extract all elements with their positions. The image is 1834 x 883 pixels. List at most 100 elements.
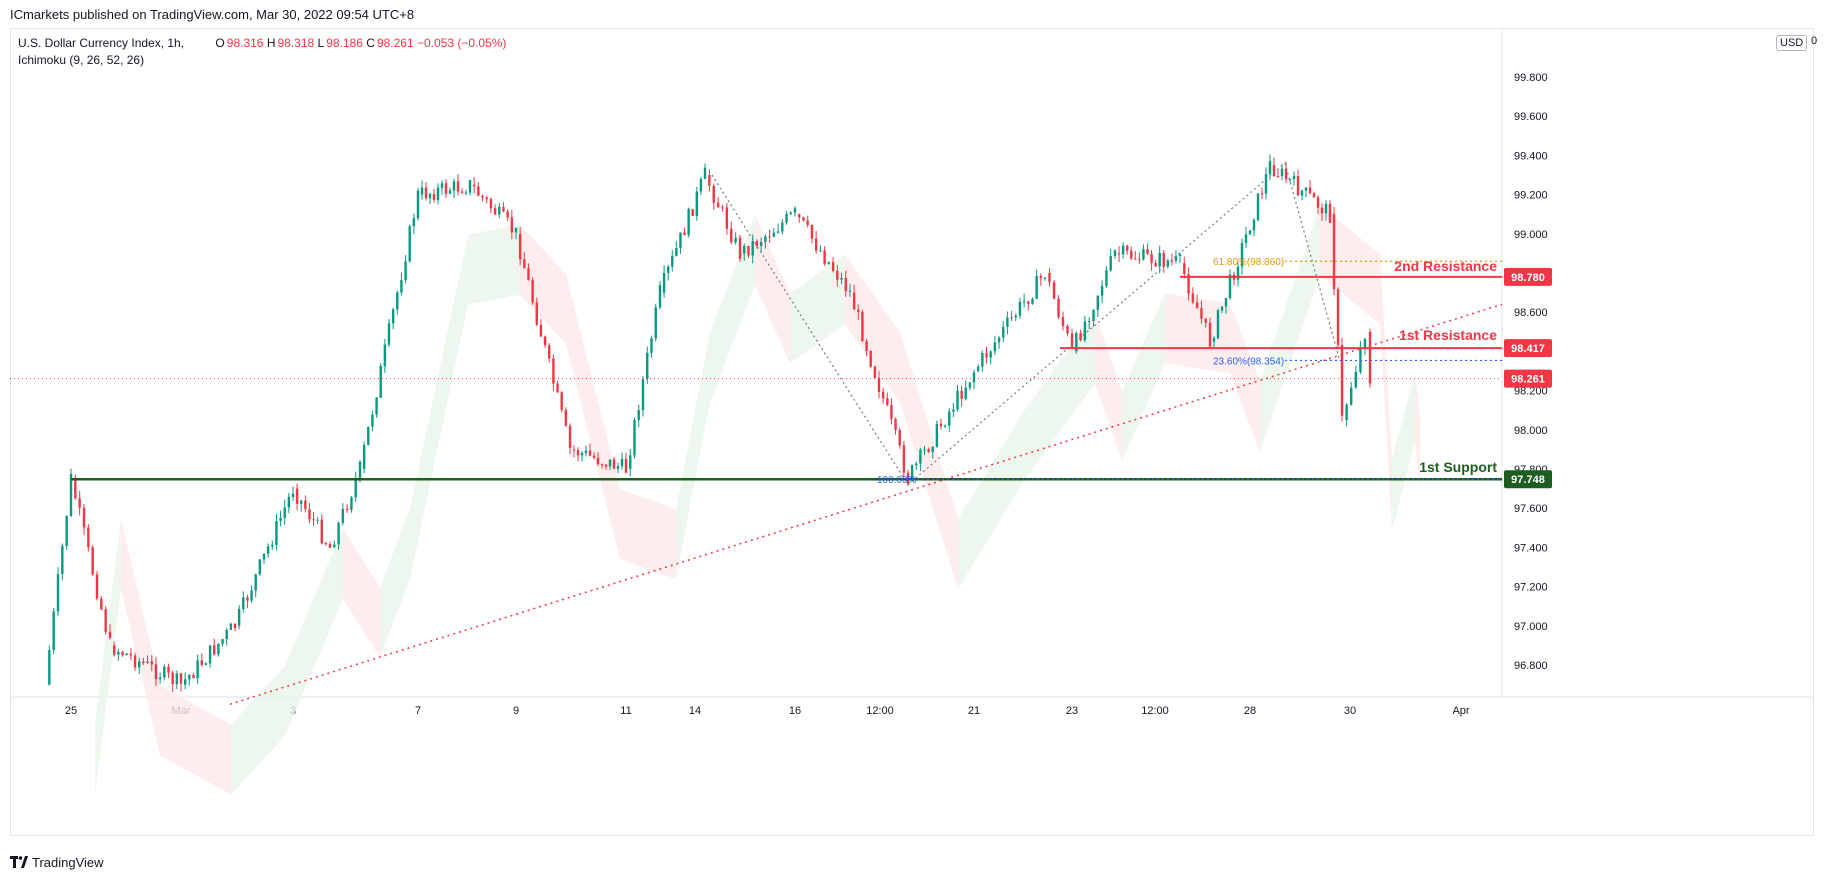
candle-body [408, 226, 411, 262]
candle-body [100, 598, 103, 610]
candle-body [78, 498, 81, 508]
candle-body [1220, 306, 1224, 311]
level-price-label: 97.748 [1511, 474, 1545, 486]
currency-badge[interactable]: USD [1776, 35, 1808, 51]
symbol-name[interactable]: U.S. Dollar Currency Index, 1h, [18, 36, 185, 50]
candle-body [1057, 298, 1060, 318]
fib-level-label: 61.80%(98.860) [1213, 257, 1284, 268]
candle-body [183, 679, 187, 685]
candle-body [972, 372, 976, 383]
candle-body [654, 307, 657, 339]
candle-body [624, 458, 628, 473]
candle-body [1340, 344, 1344, 416]
candle-body [919, 449, 922, 464]
candle-body [708, 175, 711, 186]
cloud-segment [1230, 303, 1260, 452]
candle-body [679, 232, 682, 248]
cloud-segment [1380, 254, 1392, 530]
candle-body [852, 292, 856, 310]
trend-line[interactable] [229, 303, 1503, 705]
candle-body [964, 387, 967, 399]
cloud-segment [676, 332, 710, 579]
candle-body [283, 507, 286, 518]
fib-level-label: 100.00% [877, 475, 917, 486]
candle-body [1083, 321, 1087, 341]
footer: TradingView [10, 852, 104, 872]
cloud-segment [380, 509, 410, 658]
candle-body [518, 233, 522, 260]
high-label: H [266, 36, 276, 50]
indicator-name[interactable]: Ichimoku (9, 26, 52, 26) [18, 53, 145, 67]
candle-body [383, 344, 387, 367]
candle-body [560, 392, 563, 410]
candle-body [539, 324, 543, 337]
candle-body [1304, 187, 1308, 191]
candle-body [612, 459, 616, 469]
candle-body [890, 405, 893, 420]
y-tick-label: 99.400 [1514, 150, 1548, 162]
candle-body [481, 195, 484, 198]
footer-brand: TradingView [32, 854, 104, 870]
candle-body [229, 623, 233, 630]
candle-body [730, 228, 733, 243]
candle-body [819, 250, 822, 252]
fib-zigzag[interactable] [1284, 163, 1341, 362]
fib-zigzag[interactable] [711, 174, 909, 486]
candle-body [56, 574, 60, 612]
candle-body [927, 449, 930, 452]
candle-body [371, 414, 374, 427]
candle-body [1052, 282, 1056, 299]
candle-body [1075, 333, 1078, 352]
candle-body [1236, 266, 1240, 280]
candle-body [1183, 263, 1186, 275]
candle-body [304, 500, 307, 510]
candle-body [1272, 165, 1276, 177]
candle-body [1010, 317, 1013, 319]
candle-body [1328, 203, 1332, 223]
level-annotation: 2nd Resistance [1394, 258, 1497, 274]
candle-body [266, 546, 270, 554]
candle-body [584, 450, 588, 453]
candle-body [154, 664, 158, 680]
y-tick-label: 99.800 [1514, 72, 1548, 84]
close-value: 98.261 [376, 36, 414, 50]
candle-body [1088, 320, 1091, 322]
candle-body [242, 597, 245, 609]
candle-body [237, 608, 241, 626]
candle-body [1316, 197, 1320, 208]
candle-body [146, 661, 149, 663]
candle-body [877, 377, 881, 392]
close-label: C [366, 36, 375, 50]
candle-body [1256, 193, 1260, 221]
candle-body [279, 517, 282, 521]
candle-body [150, 661, 153, 665]
y-tick-label: 96.800 [1514, 660, 1548, 672]
candle-body [985, 352, 988, 358]
y-tick-label: 97.200 [1514, 582, 1548, 594]
candle-body [687, 209, 690, 236]
open-label: O [215, 36, 225, 50]
candle-body [1048, 273, 1051, 283]
candle-body [498, 206, 501, 215]
candle-body [1212, 338, 1216, 342]
candle-body [104, 609, 107, 632]
candle-body [691, 209, 694, 217]
candle-body [420, 187, 424, 195]
candle-body [620, 458, 624, 467]
cloud-segment [710, 215, 755, 403]
candle-body [1100, 286, 1104, 296]
candle-body [981, 352, 984, 367]
candle-body [1162, 252, 1165, 267]
candle-body [823, 250, 826, 264]
candle-body [943, 425, 947, 427]
candle-body [271, 544, 274, 547]
candle-body [1134, 258, 1137, 260]
level-price-badge [1504, 470, 1552, 489]
candle-body [793, 208, 797, 213]
candle-body [188, 674, 191, 680]
candle-body [246, 597, 249, 601]
candle-body [712, 185, 715, 203]
candle-body [333, 544, 336, 548]
